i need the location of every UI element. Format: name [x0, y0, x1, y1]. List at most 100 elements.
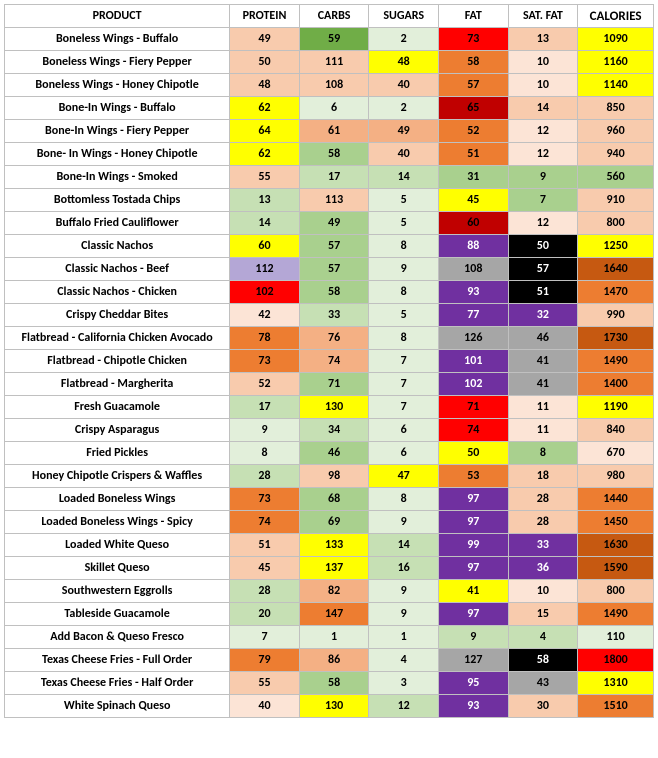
- value-cell: 8: [369, 327, 439, 350]
- value-cell: 2: [369, 28, 439, 51]
- table-row: White Spinach Queso401301293301510: [5, 695, 654, 718]
- product-cell: Boneless Wings - Buffalo: [5, 28, 230, 51]
- product-cell: Flatbread - Chipotle Chicken: [5, 350, 230, 373]
- value-cell: 20: [230, 603, 300, 626]
- value-cell: 65: [438, 97, 508, 120]
- value-cell: 1490: [578, 603, 654, 626]
- value-cell: 60: [438, 212, 508, 235]
- value-cell: 1: [369, 626, 439, 649]
- value-cell: 101: [438, 350, 508, 373]
- value-cell: 16: [369, 557, 439, 580]
- value-cell: 46: [299, 442, 369, 465]
- table-row: Fresh Guacamole17130771111190: [5, 396, 654, 419]
- value-cell: 28: [508, 488, 578, 511]
- value-cell: 6: [369, 442, 439, 465]
- value-cell: 51: [230, 534, 300, 557]
- table-row: Classic Nachos - Chicken10258893511470: [5, 281, 654, 304]
- table-row: Texas Cheese Fries - Full Order798641275…: [5, 649, 654, 672]
- value-cell: 55: [230, 166, 300, 189]
- value-cell: 1400: [578, 373, 654, 396]
- product-cell: Southwestern Eggrolls: [5, 580, 230, 603]
- value-cell: 1250: [578, 235, 654, 258]
- value-cell: 62: [230, 143, 300, 166]
- value-cell: 126: [438, 327, 508, 350]
- table-row: Bone-In Wings - Buffalo62626514850: [5, 97, 654, 120]
- value-cell: 8: [369, 281, 439, 304]
- product-cell: Flatbread - Margherita: [5, 373, 230, 396]
- value-cell: 1190: [578, 396, 654, 419]
- value-cell: 49: [230, 28, 300, 51]
- value-cell: 10: [508, 74, 578, 97]
- table-row: Crispy Asparagus93467411840: [5, 419, 654, 442]
- value-cell: 9: [508, 166, 578, 189]
- value-cell: 12: [508, 212, 578, 235]
- product-cell: Crispy Cheddar Bites: [5, 304, 230, 327]
- table-row: Boneless Wings - Buffalo4959273131090: [5, 28, 654, 51]
- product-cell: Classic Nachos: [5, 235, 230, 258]
- value-cell: 14: [369, 166, 439, 189]
- header-row: PRODUCT PROTEIN CARBS SUGARS FAT SAT. FA…: [5, 5, 654, 28]
- product-cell: Classic Nachos - Beef: [5, 258, 230, 281]
- value-cell: 14: [369, 534, 439, 557]
- value-cell: 41: [508, 350, 578, 373]
- value-cell: 9: [369, 511, 439, 534]
- value-cell: 980: [578, 465, 654, 488]
- value-cell: 69: [299, 511, 369, 534]
- value-cell: 28: [230, 580, 300, 603]
- value-cell: 108: [299, 74, 369, 97]
- value-cell: 57: [299, 235, 369, 258]
- table-row: Texas Cheese Fries - Half Order555839543…: [5, 672, 654, 695]
- value-cell: 5: [369, 212, 439, 235]
- value-cell: 52: [438, 120, 508, 143]
- value-cell: 10: [508, 580, 578, 603]
- value-cell: 78: [230, 327, 300, 350]
- value-cell: 31: [438, 166, 508, 189]
- value-cell: 17: [230, 396, 300, 419]
- value-cell: 50: [508, 235, 578, 258]
- value-cell: 9: [369, 258, 439, 281]
- table-row: Flatbread - Margherita52717102411400: [5, 373, 654, 396]
- value-cell: 46: [508, 327, 578, 350]
- value-cell: 108: [438, 258, 508, 281]
- value-cell: 127: [438, 649, 508, 672]
- value-cell: 82: [299, 580, 369, 603]
- value-cell: 79: [230, 649, 300, 672]
- value-cell: 71: [438, 396, 508, 419]
- value-cell: 9: [369, 580, 439, 603]
- nutrition-table: PRODUCT PROTEIN CARBS SUGARS FAT SAT. FA…: [4, 4, 654, 718]
- table-row: Loaded Boneless Wings - Spicy74699972814…: [5, 511, 654, 534]
- value-cell: 59: [299, 28, 369, 51]
- value-cell: 43: [508, 672, 578, 695]
- value-cell: 110: [578, 626, 654, 649]
- product-cell: Texas Cheese Fries - Full Order: [5, 649, 230, 672]
- value-cell: 51: [438, 143, 508, 166]
- value-cell: 58: [438, 51, 508, 74]
- value-cell: 61: [299, 120, 369, 143]
- value-cell: 40: [369, 74, 439, 97]
- value-cell: 40: [230, 695, 300, 718]
- value-cell: 12: [508, 120, 578, 143]
- table-row: Fried Pickles8466508670: [5, 442, 654, 465]
- value-cell: 113: [299, 189, 369, 212]
- value-cell: 960: [578, 120, 654, 143]
- product-cell: Honey Chipotle Crispers & Waffles: [5, 465, 230, 488]
- value-cell: 1440: [578, 488, 654, 511]
- value-cell: 7: [230, 626, 300, 649]
- value-cell: 13: [230, 189, 300, 212]
- value-cell: 95: [438, 672, 508, 695]
- value-cell: 41: [508, 373, 578, 396]
- product-cell: Fried Pickles: [5, 442, 230, 465]
- value-cell: 7: [369, 396, 439, 419]
- value-cell: 57: [299, 258, 369, 281]
- value-cell: 1470: [578, 281, 654, 304]
- value-cell: 1730: [578, 327, 654, 350]
- value-cell: 48: [230, 74, 300, 97]
- value-cell: 30: [508, 695, 578, 718]
- table-row: Bone- In Wings - Honey Chipotle625840511…: [5, 143, 654, 166]
- value-cell: 6: [369, 419, 439, 442]
- product-cell: Loaded Boneless Wings - Spicy: [5, 511, 230, 534]
- table-row: Classic Nachos6057888501250: [5, 235, 654, 258]
- table-row: Honey Chipotle Crispers & Waffles2898475…: [5, 465, 654, 488]
- product-cell: Bone-In Wings - Smoked: [5, 166, 230, 189]
- value-cell: 670: [578, 442, 654, 465]
